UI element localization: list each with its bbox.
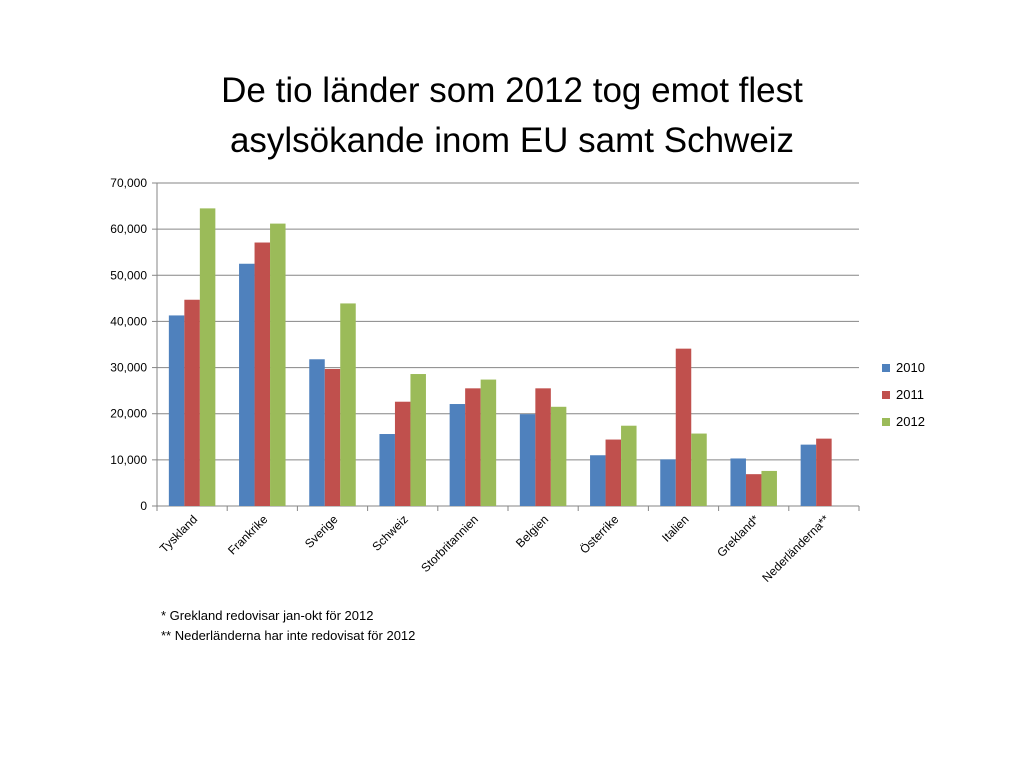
bar-2010	[730, 458, 746, 506]
x-tick-label: Grekland*	[714, 512, 762, 560]
x-tick-label: Belgien	[513, 512, 551, 550]
y-tick-label: 0	[140, 499, 147, 513]
bar-2010	[379, 434, 395, 506]
bar-2012	[480, 379, 497, 506]
bar-2011	[816, 438, 832, 506]
x-tick-label: Tyskland	[157, 512, 200, 555]
x-tick-label: Storbritannien	[418, 512, 481, 575]
y-tick-label: 50,000	[110, 268, 147, 282]
legend-label-2011: 2011	[896, 387, 924, 402]
bar-2011	[465, 388, 481, 506]
x-tick-label: Frankrike	[225, 512, 270, 557]
bar-2011	[394, 401, 411, 506]
bar-2011	[254, 242, 271, 506]
x-tick-label: Sverige	[302, 512, 341, 551]
legend-swatch-2012	[882, 417, 890, 426]
chart-title-line-2: asylsökande inom EU samt Schweiz	[229, 121, 795, 160]
legend-label-2010: 2010	[896, 360, 925, 375]
bar-2010	[660, 459, 676, 506]
bar-2010	[239, 263, 255, 506]
bar-2010	[449, 404, 466, 506]
legend-item-2012: 2012	[882, 408, 925, 435]
x-tick-label: Schweiz	[369, 512, 410, 553]
legend-label-2012: 2012	[896, 414, 925, 429]
footnote-grekland: * Grekland redovisar jan-okt för 2012	[161, 608, 374, 623]
footnote-nederlanderna: ** Nederländerna har inte redovisat för …	[161, 628, 416, 643]
bar-2012	[691, 433, 707, 506]
bar-2011	[324, 368, 341, 506]
chart-legend: 2010 2011 2012	[882, 354, 925, 435]
bar-2011	[745, 474, 762, 506]
chart-title: De tio länder som 2012 tog emot flest as…	[0, 66, 1024, 166]
bar-2011	[675, 348, 692, 506]
bar-2012	[621, 425, 637, 506]
bar-2012	[761, 470, 777, 506]
x-tick-label: Österrike	[577, 512, 622, 557]
bar-2012	[270, 223, 286, 506]
y-tick-label: 20,000	[110, 407, 147, 421]
bar-2012	[550, 406, 567, 506]
bar-2010	[309, 359, 325, 506]
bar-2012	[340, 303, 356, 506]
legend-item-2011: 2011	[882, 381, 925, 408]
bar-2010	[590, 455, 606, 506]
y-tick-label: 70,000	[110, 176, 147, 190]
bar-2012	[199, 208, 216, 506]
y-tick-label: 10,000	[110, 453, 147, 467]
x-tick-label: Nederländerna**	[759, 512, 832, 585]
x-tick-label: Italien	[659, 512, 692, 545]
bar-2011	[605, 439, 622, 506]
bar-2011	[535, 388, 551, 506]
bar-2012	[410, 374, 426, 506]
bar-2010	[168, 315, 185, 506]
y-tick-label: 60,000	[110, 222, 147, 236]
chart-title-line-1: De tio länder som 2012 tog emot flest	[221, 71, 803, 110]
bar-2010	[519, 414, 536, 506]
bar-2010	[800, 444, 817, 506]
y-tick-label: 30,000	[110, 361, 147, 375]
y-tick-label: 40,000	[110, 314, 147, 328]
legend-item-2010: 2010	[882, 354, 925, 381]
bar-2011	[184, 299, 200, 506]
legend-swatch-2011	[882, 390, 890, 399]
legend-swatch-2010	[882, 363, 890, 372]
footnotes: * Grekland redovisar jan-okt för 2012 **…	[161, 606, 415, 646]
